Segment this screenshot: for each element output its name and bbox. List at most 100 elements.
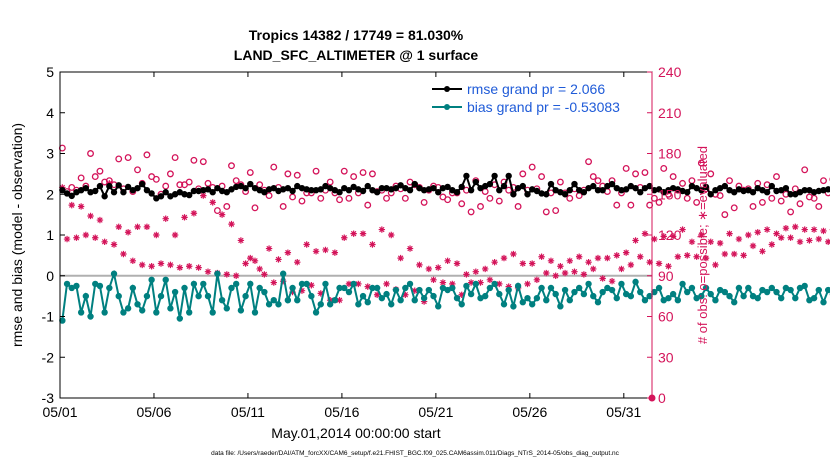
bias-point bbox=[411, 297, 418, 304]
evaluated-obs-point bbox=[298, 287, 306, 294]
evaluated-obs-point bbox=[115, 223, 122, 231]
bias-point bbox=[688, 284, 696, 292]
possible-obs-point bbox=[716, 192, 724, 200]
possible-obs-point bbox=[749, 203, 757, 210]
bias-point bbox=[491, 280, 498, 288]
bias-point bbox=[627, 292, 635, 300]
possible-obs-point bbox=[185, 178, 193, 186]
rmse-point bbox=[209, 189, 216, 196]
bias-point bbox=[538, 284, 545, 292]
bias-point bbox=[707, 290, 714, 298]
evaluated-obs-point bbox=[237, 237, 245, 244]
rmse-point bbox=[336, 189, 343, 196]
bias-point bbox=[637, 288, 644, 296]
rmse-point bbox=[580, 189, 588, 196]
bias-point bbox=[453, 294, 461, 302]
bias-point bbox=[82, 292, 90, 300]
bias-point bbox=[430, 292, 437, 300]
evaluated-obs-point bbox=[472, 268, 480, 275]
y-right-tick-label: 150 bbox=[658, 186, 682, 202]
evaluated-obs-point bbox=[162, 215, 169, 222]
possible-obs-point bbox=[350, 173, 358, 181]
x-tick-label: 05/16 bbox=[324, 404, 359, 420]
possible-obs-point bbox=[401, 194, 409, 202]
evaluated-obs-point bbox=[186, 263, 193, 270]
possible-obs-point bbox=[91, 173, 99, 181]
y-left-tick-label: -1 bbox=[42, 309, 55, 325]
possible-obs-point bbox=[284, 170, 292, 178]
y-right-tick-label: 120 bbox=[658, 227, 682, 243]
legend-rmse-label: rmse grand pr = 2.066 bbox=[467, 81, 605, 97]
bias-point bbox=[350, 280, 357, 288]
rmse-point bbox=[186, 191, 193, 199]
rmse-point bbox=[223, 189, 230, 196]
bias-point bbox=[87, 313, 94, 320]
possible-obs-point bbox=[458, 200, 466, 208]
possible-obs-point bbox=[246, 169, 254, 176]
evaluated-obs-point bbox=[129, 257, 137, 265]
bias-point bbox=[768, 284, 776, 292]
bias-point bbox=[242, 292, 249, 300]
evaluated-obs-point bbox=[63, 235, 71, 243]
evaluated-obs-point bbox=[646, 258, 653, 266]
bias-point bbox=[171, 288, 179, 296]
rmse-point bbox=[101, 193, 108, 200]
rmse-point bbox=[289, 187, 296, 195]
evaluated-obs-point bbox=[289, 288, 296, 296]
rmse-point bbox=[106, 182, 113, 190]
bias-point bbox=[519, 299, 526, 306]
possible-obs-point bbox=[96, 167, 104, 175]
bias-point bbox=[533, 294, 541, 302]
evaluated-obs-point bbox=[251, 257, 259, 265]
rmse-point bbox=[698, 186, 705, 194]
bias-point bbox=[279, 270, 287, 277]
evaluated-obs-point bbox=[444, 257, 451, 265]
evaluated-obs-point bbox=[265, 245, 273, 252]
evaluated-obs-point bbox=[218, 211, 226, 218]
evaluated-obs-point bbox=[824, 238, 830, 245]
possible-obs-point bbox=[697, 159, 705, 167]
y-right-tick-label: 0 bbox=[658, 390, 666, 406]
evaluated-obs-point bbox=[195, 264, 202, 271]
bias-point bbox=[143, 292, 151, 300]
y-right-tick-label: 30 bbox=[658, 349, 674, 365]
rmse-point bbox=[242, 184, 249, 192]
possible-obs-point bbox=[270, 163, 278, 171]
bias-point bbox=[359, 292, 367, 300]
rmse-point bbox=[406, 186, 414, 194]
right-axis-zero-marker bbox=[648, 394, 656, 402]
rmse-point bbox=[731, 189, 738, 196]
bias-point bbox=[284, 297, 292, 304]
possible-obs-point bbox=[683, 194, 691, 202]
bias-point bbox=[684, 288, 691, 296]
evaluated-obs-point bbox=[538, 253, 545, 260]
evaluated-obs-point bbox=[345, 280, 353, 288]
evaluated-obs-point bbox=[124, 229, 132, 236]
x-axis-label: May.01,2014 00:00:00 start bbox=[271, 425, 441, 441]
bias-point bbox=[101, 309, 108, 316]
evaluated-obs-point bbox=[575, 253, 583, 260]
rmse-point bbox=[411, 180, 418, 188]
bias-point bbox=[618, 280, 625, 288]
bias-point bbox=[181, 284, 188, 292]
possible-obs-point bbox=[166, 170, 174, 178]
evaluated-obs-point bbox=[350, 230, 357, 237]
y-right-tick-label: 180 bbox=[658, 146, 682, 162]
evaluated-obs-point bbox=[143, 223, 151, 231]
evaluated-obs-point bbox=[303, 241, 310, 248]
possible-obs-point bbox=[162, 182, 170, 190]
rmse-point bbox=[139, 180, 146, 188]
evaluated-obs-point bbox=[317, 290, 324, 297]
possible-obs-point bbox=[641, 169, 649, 176]
rmse-point bbox=[261, 189, 268, 196]
possible-obs-point bbox=[815, 203, 823, 210]
evaluated-obs-point bbox=[698, 231, 705, 239]
bias-point bbox=[500, 301, 508, 308]
rmse-point bbox=[110, 189, 118, 196]
bias-point bbox=[754, 294, 761, 302]
bias-point bbox=[773, 288, 780, 296]
y-right-tick-label: 90 bbox=[658, 268, 674, 284]
evaluated-obs-point bbox=[613, 252, 620, 259]
bias-point bbox=[270, 297, 277, 304]
